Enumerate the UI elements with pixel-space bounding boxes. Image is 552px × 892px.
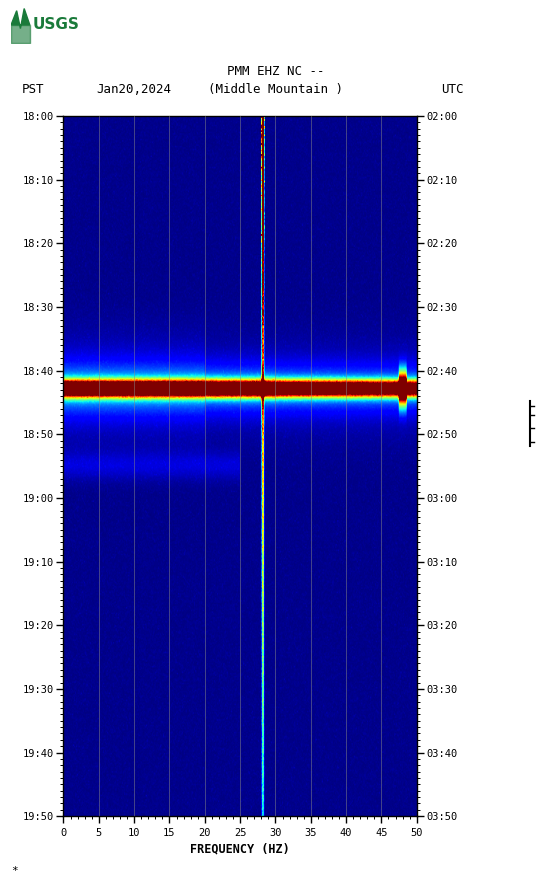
Text: UTC: UTC (442, 83, 464, 95)
Text: *: * (11, 866, 18, 876)
Text: PMM EHZ NC --: PMM EHZ NC -- (227, 65, 325, 78)
Text: PST: PST (22, 83, 45, 95)
Text: Jan20,2024: Jan20,2024 (97, 83, 172, 95)
Polygon shape (11, 9, 30, 29)
Text: USGS: USGS (32, 18, 79, 32)
Text: (Middle Mountain ): (Middle Mountain ) (209, 83, 343, 95)
X-axis label: FREQUENCY (HZ): FREQUENCY (HZ) (190, 842, 290, 855)
